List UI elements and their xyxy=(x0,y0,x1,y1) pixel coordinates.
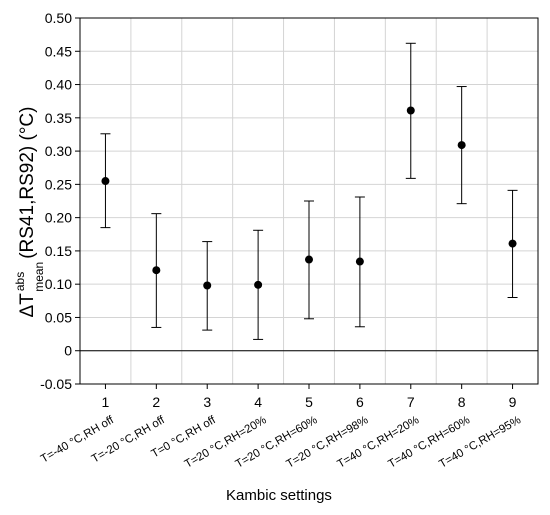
data-points xyxy=(101,106,517,290)
data-point xyxy=(254,280,263,289)
y-tick-label: 0.05 xyxy=(45,309,72,325)
y-tick-label: 0.25 xyxy=(45,176,72,192)
data-point xyxy=(203,281,212,290)
error-bars xyxy=(100,42,518,340)
x-axis-ticks: 1 2 3 4 5 6 7 8 9 xyxy=(102,384,517,410)
y-tick-label: 0.10 xyxy=(45,276,72,292)
data-point xyxy=(508,239,517,248)
y-axis-label-sup: abs xyxy=(13,272,27,291)
y-tick-label: 0.30 xyxy=(45,143,72,159)
y-axis-label: ΔT abs mean (RS41,RS92) (°C) xyxy=(13,107,46,318)
x-tick-label: 6 xyxy=(356,394,364,410)
x-tick-label: 8 xyxy=(458,394,466,410)
data-point xyxy=(101,177,110,186)
y-axis-label-sub: mean xyxy=(32,262,46,292)
y-tick-label: 0 xyxy=(64,343,72,359)
y-tick-label: 0.40 xyxy=(45,77,72,93)
y-tick-label: 0.50 xyxy=(45,10,72,26)
y-axis-label-rest: (RS41,RS92) (°C) xyxy=(17,107,38,259)
y-axis-ticks: -0.05 0 0.05 0.10 0.15 0.20 0.25 0.30 0.35 0.40 0.… xyxy=(40,10,80,392)
y-axis-label-main: ΔT xyxy=(17,293,38,318)
y-tick-label: 0.45 xyxy=(45,43,72,59)
data-point xyxy=(152,266,161,275)
data-point xyxy=(355,257,364,266)
data-point xyxy=(406,106,415,115)
data-point xyxy=(305,255,313,264)
x-tick-label: 1 xyxy=(102,394,110,410)
x-axis-label: Kambic settings xyxy=(226,487,332,504)
data-point xyxy=(457,141,466,150)
x-tick-label: 3 xyxy=(203,394,211,410)
x-tick-label: 7 xyxy=(407,394,415,410)
x-tick-label: 4 xyxy=(254,394,262,410)
x-tick-label: 9 xyxy=(509,394,517,410)
y-tick-label: -0.05 xyxy=(40,376,72,392)
x-tick-label: 2 xyxy=(152,394,160,410)
y-tick-label: 0.15 xyxy=(45,243,72,259)
x-tick-label: 5 xyxy=(305,394,313,410)
y-tick-label: 0.20 xyxy=(45,210,72,226)
y-tick-label: 0.35 xyxy=(45,110,72,126)
